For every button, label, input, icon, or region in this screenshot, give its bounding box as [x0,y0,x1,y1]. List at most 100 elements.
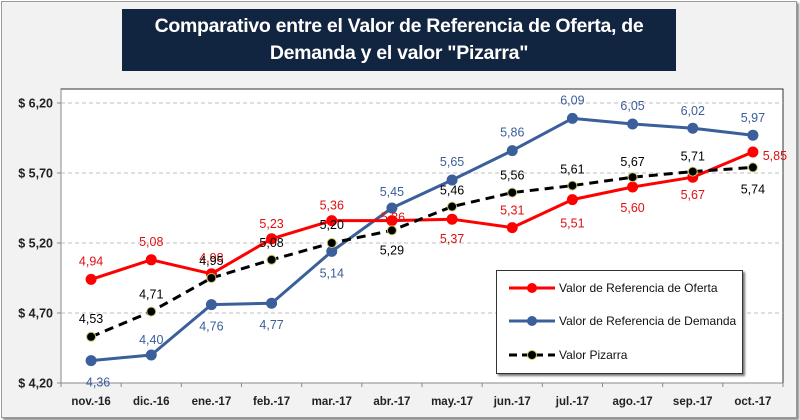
y-tick-label: $ 4,20 [18,377,53,391]
data-label: 5,45 [380,185,404,199]
data-point [687,166,698,177]
data-label: 5,37 [440,232,464,246]
legend-swatch-pizarra [509,350,555,360]
gridlines [61,102,783,314]
data-label: 4,71 [139,288,163,302]
data-label: 5,46 [440,184,464,198]
data-point [627,172,638,183]
x-tick-label: dic.-16 [133,396,169,408]
data-label: 4,76 [199,320,223,334]
legend-label-pizarra: Valor Pizarra [559,348,628,362]
data-point [266,233,278,245]
data-label: 4,53 [79,312,103,326]
data-label: 5,86 [500,126,524,140]
data-label: 5,97 [741,111,765,125]
data-point [506,145,518,157]
data-point [326,245,338,257]
data-point [326,215,338,227]
data-label: 5,74 [741,182,765,196]
data-point [627,118,639,130]
data-label: 5,85 [763,149,787,163]
data-label: 4,95 [199,254,223,268]
data-point [566,112,578,124]
chart-title: Comparativo entre el Valor de Referencia… [154,15,644,64]
data-point [205,299,217,311]
data-label: 5,61 [560,163,584,177]
chart-title-box: Comparativo entre el Valor de Referencia… [122,9,676,71]
x-tick-label: feb.-17 [253,396,290,408]
data-label: 4,36 [86,376,110,390]
data-label: 6,02 [681,104,705,118]
legend-swatch-oferta [509,283,555,293]
data-label: 5,67 [681,188,705,202]
data-label: 5,08 [139,235,163,249]
data-label: 4,94 [79,254,103,268]
data-point [446,213,458,225]
data-label: 5,31 [500,204,524,218]
data-point [86,331,97,342]
data-label: 5,56 [500,169,524,183]
data-point [747,146,759,158]
legend-item-oferta: Valor de Referencia de Oferta [507,281,718,295]
data-point [206,273,217,283]
data-point [386,225,397,236]
series-line-pizarra [90,165,754,339]
data-point [386,215,398,227]
series-group [85,112,759,367]
data-label: 4,98 [199,251,223,265]
y-axis-ticks: $ 4,20 $ 4,70 $ 5,20 $ 5,70 $ 6,20 [18,97,61,391]
data-point [447,201,458,212]
series-line-demanda [90,116,754,363]
data-point [85,273,97,285]
y-tick-label: $ 6,20 [18,97,53,111]
legend-swatch-demanda [509,316,555,326]
y-tick-label: $ 4,70 [18,307,53,321]
data-point [85,355,97,367]
x-axis-ticks: nov.-16 dic.-16 ene.-17 feb.-17 mar.-17 abr.-… [60,383,784,408]
x-tick-label: may.-17 [431,396,473,408]
data-label: 5,71 [681,150,705,164]
x-tick-label: ago.-17 [612,396,652,408]
x-tick-label: ene.-17 [192,396,232,408]
legend: Valor de Referencia de Oferta Valor de R… [496,270,743,374]
y-tick-label: $ 5,70 [18,167,53,181]
x-tick-label: jul.-17 [555,396,589,408]
x-tick-label: mar.-17 [312,396,352,408]
x-tick-label: nov.-16 [71,396,110,408]
data-label: 5,23 [259,217,283,231]
data-point [146,306,157,317]
data-point [386,202,398,214]
data-label: 5,29 [380,243,404,257]
data-label: 5,65 [440,155,464,169]
data-point [266,297,278,309]
data-label: 6,09 [560,93,584,107]
data-label: 5,36 [381,211,405,225]
data-label: 5,36 [320,199,344,213]
data-label: 6,05 [620,99,644,113]
data-label: 5,08 [259,236,283,250]
data-point [566,194,578,206]
legend-item-demanda: Valor de Referencia de Demanda [507,314,736,328]
data-point [266,254,277,265]
x-tick-label: abr.-17 [373,396,410,408]
data-point [567,180,578,191]
data-point [145,254,157,266]
data-label: 5,14 [320,266,344,280]
data-point [747,162,758,173]
x-tick-label: oct.-17 [734,396,771,408]
data-point [446,174,458,186]
data-point [627,181,639,193]
data-point [326,238,337,248]
data-label: 4,40 [139,333,163,347]
data-label: 5,67 [620,155,644,169]
x-tick-label: sep.-17 [673,396,713,408]
data-labels: 4,94 5,08 4,98 5,23 5,36 5,36 5,37 5,31 5,51 5,60… [79,93,787,389]
data-point [145,349,157,361]
data-point [506,222,518,234]
legend-label-oferta: Valor de Referencia de Oferta [559,281,718,295]
data-label: 5,20 [320,218,344,232]
data-point [687,122,699,134]
data-point [507,187,518,198]
y-tick-label: $ 5,20 [18,237,53,251]
legend-label-demanda: Valor de Referencia de Demanda [559,314,737,328]
